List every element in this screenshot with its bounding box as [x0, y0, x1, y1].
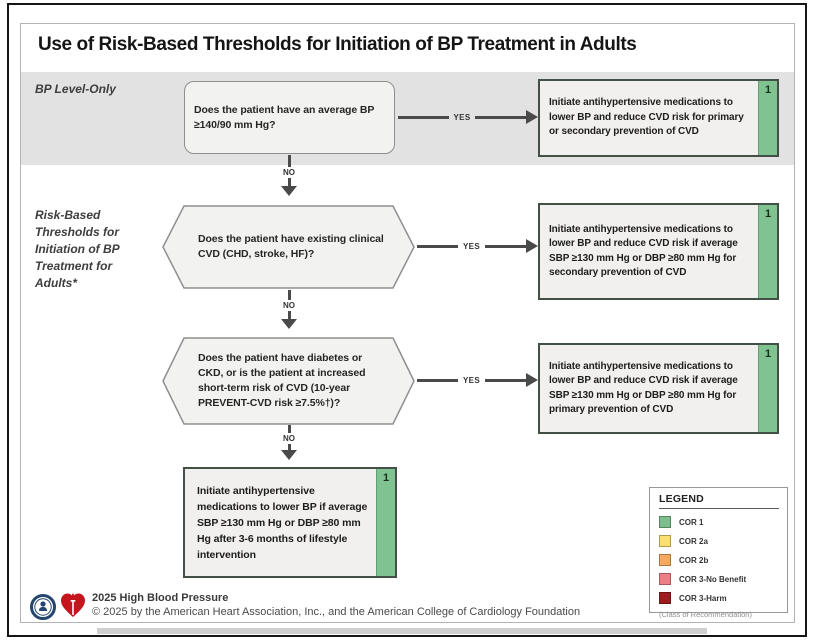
legend-label: COR 3-No Benefit: [679, 574, 747, 584]
legend-item-cor2b: COR 2b: [659, 551, 779, 569]
legend-label: COR 2b: [679, 555, 709, 565]
page-title: Use of Risk-Based Thresholds for Initiat…: [38, 34, 637, 55]
arrowhead-down-icon: [281, 186, 297, 196]
yes-arrow-1: YES: [398, 109, 539, 125]
arrowhead-right-icon: [526, 373, 539, 387]
legend-item-cor1: COR 1: [659, 513, 779, 531]
yes-label: YES: [463, 375, 480, 385]
legend-item-cor3-harm: COR 3-Harm: [659, 589, 779, 607]
legend-note: (Class of Recommendation): [659, 610, 752, 619]
yes-arrow-2: YES: [417, 238, 539, 254]
arrowhead-right-icon: [526, 239, 539, 253]
aha-heart-torch-logo-icon: [60, 591, 86, 619]
decision-text: Does the patient have diabetes or CKD, o…: [198, 352, 366, 409]
no-label: NO: [283, 301, 295, 310]
footer-guideline-title: 2025 High Blood Pressure: [92, 592, 229, 604]
decision-node-average-bp: Does the patient have an average BP ≥140…: [184, 81, 395, 154]
outcome-text: Initiate antihypertensive medications to…: [549, 360, 738, 416]
legend: LEGEND COR 1 COR 2a COR 2b COR 3-No Bene…: [649, 487, 788, 619]
cor-1-badge: 1: [758, 345, 777, 432]
outcome-node-1: Initiate antihypertensive medications to…: [538, 79, 779, 157]
decision-text: Does the patient have existing clinical …: [198, 233, 384, 260]
outcome-text: Initiate antihypertensive medications to…: [197, 484, 368, 561]
arrow-line: [484, 378, 527, 382]
legend-label: COR 1: [679, 517, 704, 527]
arrow-line: [287, 155, 291, 167]
arrow-line: [287, 178, 291, 186]
legend-title: LEGEND: [659, 493, 779, 509]
decision-node-clinical-cvd: Does the patient have existing clinical …: [162, 205, 415, 289]
no-arrow-3: NO: [279, 425, 299, 460]
cor-1-badge: 1: [376, 469, 395, 576]
risk-based-label: Risk-Based Thresholds for Initiation of …: [35, 208, 120, 290]
decision-node-diabetes-ckd-risk: Does the patient have diabetes or CKD, o…: [162, 337, 415, 425]
outcome-text: Initiate antihypertensive medications to…: [549, 97, 744, 138]
arrow-line: [475, 115, 527, 119]
bp-level-only-label: BP Level-Only: [35, 82, 116, 96]
no-label: NO: [283, 434, 295, 443]
decision-text: Does the patient have an average BP ≥140…: [194, 103, 375, 131]
arrow-line: [417, 378, 459, 382]
hexagon-shape: [162, 205, 415, 289]
outcome-node-2: Initiate antihypertensive medications to…: [538, 203, 779, 300]
bottom-gray-bar: [97, 628, 707, 634]
footer-copyright: © 2025 by the American Heart Association…: [92, 606, 581, 618]
arrow-line: [287, 311, 291, 319]
yes-arrow-3: YES: [417, 372, 539, 388]
acc-logo-icon: [30, 594, 56, 620]
legend-item-cor2a: COR 2a: [659, 532, 779, 550]
outcome-node-4: Initiate antihypertensive medications to…: [183, 467, 397, 578]
arrowhead-right-icon: [526, 110, 539, 124]
arrow-line: [484, 244, 527, 248]
cor3-harm-swatch: [659, 592, 671, 604]
arrow-line: [417, 244, 459, 248]
hexagon-shape: [162, 337, 415, 425]
arrow-line: [287, 290, 291, 300]
legend-label: COR 2a: [679, 536, 708, 546]
cor2a-swatch: [659, 535, 671, 547]
arrow-line: [287, 425, 291, 433]
yes-label: YES: [463, 241, 480, 251]
arrowhead-down-icon: [281, 319, 297, 329]
footer: 2025 High Blood Pressure © 2025 by the A…: [92, 591, 580, 619]
outer-border: [7, 3, 807, 637]
no-arrow-1: NO: [279, 155, 299, 196]
legend-label: COR 3-Harm: [679, 593, 727, 603]
cor-1-badge: 1: [758, 205, 777, 298]
outcome-node-3: Initiate antihypertensive medications to…: [538, 343, 779, 434]
no-arrow-2: NO: [279, 290, 299, 329]
yes-label: YES: [453, 112, 471, 122]
cor2b-swatch: [659, 554, 671, 566]
cor-1-badge: 1: [758, 81, 777, 155]
arrow-line: [287, 444, 291, 450]
arrow-line: [398, 115, 449, 119]
legend-item-cor3-no-benefit: COR 3-No Benefit: [659, 570, 779, 588]
cor3-no-benefit-swatch: [659, 573, 671, 585]
arrowhead-down-icon: [281, 450, 297, 460]
outcome-text: Initiate antihypertensive medications to…: [549, 223, 738, 279]
cor1-swatch: [659, 516, 671, 528]
no-label: NO: [283, 168, 295, 177]
